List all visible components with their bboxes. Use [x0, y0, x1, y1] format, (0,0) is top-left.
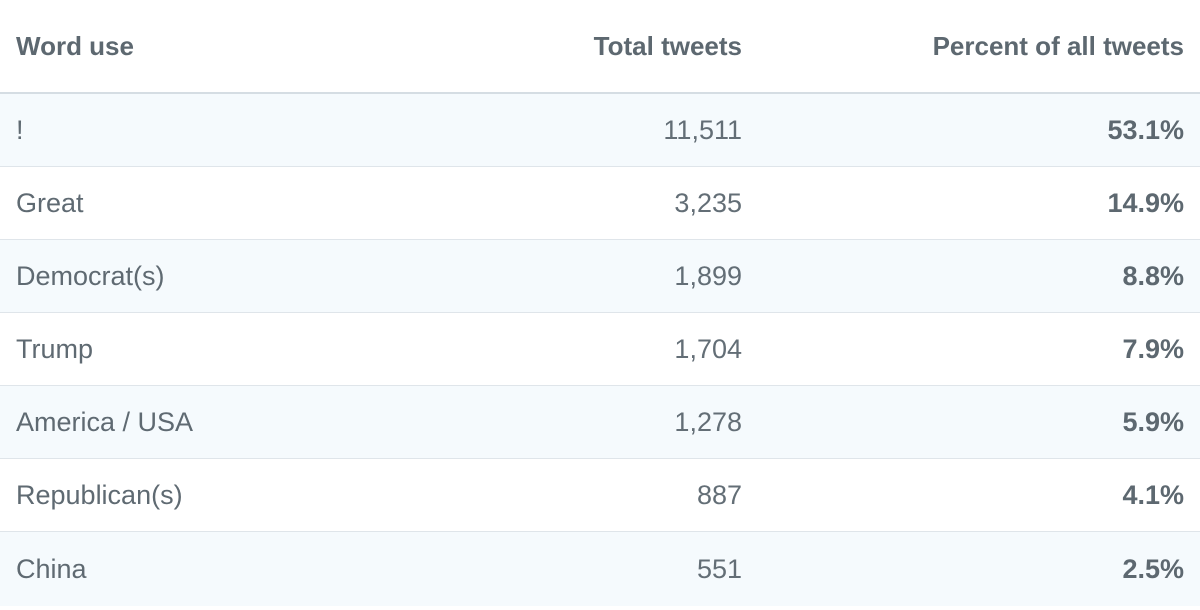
percent-cell: 5.9% [1122, 409, 1184, 436]
percent-cell: 14.9% [1107, 190, 1184, 217]
table-row: Trump 1,704 7.9% [0, 313, 1200, 386]
column-header-word-use: Word use [16, 33, 134, 59]
percent-cell: 2.5% [1122, 556, 1184, 583]
total-cell: 1,704 [674, 336, 742, 363]
table-row: America / USA 1,278 5.9% [0, 386, 1200, 459]
word-cell: Republican(s) [16, 482, 183, 509]
total-cell: 11,511 [663, 117, 742, 144]
percent-cell: 8.8% [1122, 263, 1184, 290]
column-header-total-tweets: Total tweets [594, 33, 742, 59]
total-cell: 887 [697, 482, 742, 509]
word-cell: Great [16, 190, 84, 217]
table-row: Republican(s) 887 4.1% [0, 459, 1200, 532]
total-cell: 551 [697, 556, 742, 583]
percent-cell: 53.1% [1107, 117, 1184, 144]
word-cell: America / USA [16, 409, 193, 436]
word-cell: Trump [16, 336, 93, 363]
table-row: China 551 2.5% [0, 532, 1200, 606]
total-cell: 3,235 [674, 190, 742, 217]
total-cell: 1,278 [674, 409, 742, 436]
table-header: Word use Total tweets Percent of all twe… [0, 0, 1200, 94]
column-header-percent: Percent of all tweets [933, 33, 1184, 59]
percent-cell: 7.9% [1122, 336, 1184, 363]
table-row: ! 11,511 53.1% [0, 94, 1200, 167]
percent-cell: 4.1% [1122, 482, 1184, 509]
table-row: Great 3,235 14.9% [0, 167, 1200, 240]
word-cell: ! [16, 117, 24, 144]
word-cell: Democrat(s) [16, 263, 165, 290]
total-cell: 1,899 [674, 263, 742, 290]
table-row: Democrat(s) 1,899 8.8% [0, 240, 1200, 313]
word-cell: China [16, 556, 87, 583]
